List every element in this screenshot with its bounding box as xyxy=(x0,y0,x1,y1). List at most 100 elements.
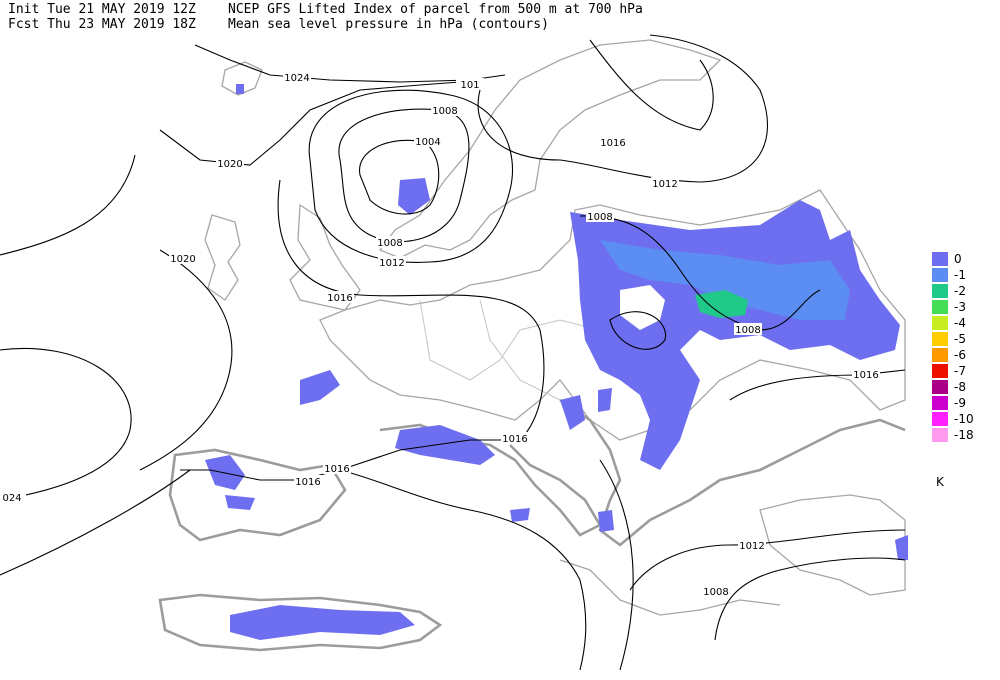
legend: K 0 -1 -2 -3 -4 -5 -6 -7 -8 -9 -10 -18 xyxy=(932,252,974,489)
contour-label-bg xyxy=(169,252,197,264)
contour-label-bg xyxy=(376,236,404,248)
contour-label-bg xyxy=(294,475,322,487)
coastline xyxy=(319,189,906,441)
header: Init Tue 21 MAY 2019 12Z Fcst Thu 23 MAY… xyxy=(8,2,643,32)
coastline xyxy=(168,448,347,542)
contour-label-bg xyxy=(283,71,311,83)
legend-swatch xyxy=(932,412,948,426)
contour-label: 1016 xyxy=(853,370,878,381)
contour-label-bg xyxy=(651,177,679,189)
pressure-contours xyxy=(0,34,906,671)
contour-label-bg xyxy=(326,291,354,303)
isobar xyxy=(359,139,440,215)
contour-label-bg xyxy=(702,585,730,597)
contour-label-bg xyxy=(323,462,351,474)
coastline xyxy=(559,398,906,547)
legend-label: -8 xyxy=(954,380,966,394)
legend-label: -18 xyxy=(954,428,974,442)
isobar xyxy=(180,179,545,481)
instability-area xyxy=(225,495,255,510)
legend-label: -6 xyxy=(954,348,966,362)
coastline xyxy=(158,593,443,652)
coastline xyxy=(289,203,361,311)
isobar xyxy=(579,215,821,331)
legend-label: 0 xyxy=(954,252,962,266)
legend-label: -10 xyxy=(954,412,974,426)
legend-label: -1 xyxy=(954,268,966,282)
isobar xyxy=(609,311,667,350)
stable-gap xyxy=(620,285,665,330)
contour-label-bg xyxy=(456,78,484,90)
legend-label: -2 xyxy=(954,284,966,298)
contour-label-bg xyxy=(586,210,614,222)
legend-swatch xyxy=(932,428,948,442)
instability-area xyxy=(398,178,430,215)
contour-label-bg xyxy=(852,368,880,380)
instability-area xyxy=(230,605,415,640)
contour-label: 1016 xyxy=(327,293,352,304)
contour-label-bg xyxy=(734,323,762,335)
contour-label: 1008 xyxy=(377,238,402,249)
legend-swatch xyxy=(932,364,948,378)
legend-label: -3 xyxy=(954,300,966,314)
instability-area xyxy=(598,388,612,412)
instability-core xyxy=(695,290,748,318)
legend-unit: K xyxy=(936,475,945,489)
contour-label-bg xyxy=(0,491,26,503)
legend-swatch xyxy=(932,380,948,394)
instability-area xyxy=(236,84,244,94)
contour-label-bg xyxy=(501,432,529,444)
contour-label: 1020 xyxy=(170,254,195,265)
contour-label-bg xyxy=(216,157,244,169)
legend-swatch xyxy=(932,284,948,298)
contour-label: 1008 xyxy=(432,106,457,117)
forecast-time: Fcst Thu 23 MAY 2019 18Z xyxy=(8,17,196,32)
coastline xyxy=(221,61,263,96)
contour-label: 1012 xyxy=(652,179,677,190)
contour-label-bg xyxy=(431,104,459,116)
legend-label: -7 xyxy=(954,364,966,378)
instability-area xyxy=(510,508,530,522)
legend-swatch xyxy=(932,316,948,330)
coastline xyxy=(204,214,241,301)
isobar xyxy=(339,469,587,671)
contour-label: 1016 xyxy=(502,434,527,445)
contour-label: 1008 xyxy=(735,325,760,336)
isobar xyxy=(0,469,191,576)
instability-area xyxy=(598,510,614,532)
contour-label: 1020 xyxy=(217,159,242,170)
isobar xyxy=(338,108,470,243)
coastline xyxy=(759,494,906,596)
contour-label: 1012 xyxy=(739,541,764,552)
isobar xyxy=(629,529,906,591)
isobar xyxy=(714,557,906,641)
coastline xyxy=(559,559,781,616)
legend-label: -5 xyxy=(954,332,966,346)
isobar xyxy=(477,34,769,183)
contour-label: 1016 xyxy=(600,138,625,149)
contour-label: 1024 xyxy=(284,73,309,84)
map-subtitle: Mean sea level pressure in hPa (contours… xyxy=(228,17,549,32)
isobar xyxy=(599,459,634,671)
instability-area xyxy=(895,535,908,560)
contour-labels: 1024 1020 1008 1004 101 1008 1012 1016 1020 1016 1… xyxy=(0,71,880,598)
legend-swatch xyxy=(932,348,948,362)
instability-area xyxy=(600,240,850,320)
isobar xyxy=(159,81,461,166)
contour-label-bg xyxy=(738,539,766,551)
contour-label: 1008 xyxy=(587,212,612,223)
instability-area xyxy=(560,395,585,430)
legend-label: -9 xyxy=(954,396,966,410)
contour-label-bg xyxy=(378,256,406,268)
contour-label: 1016 xyxy=(324,464,349,475)
contour-label: 1016 xyxy=(295,477,320,488)
legend-label: -4 xyxy=(954,316,966,330)
legend-swatch xyxy=(932,396,948,410)
isobar xyxy=(0,348,132,501)
isobar xyxy=(308,89,514,263)
legend-swatch xyxy=(932,268,948,282)
coastline xyxy=(378,39,722,259)
legend-swatch xyxy=(932,252,948,266)
contour-label: 1012 xyxy=(379,258,404,269)
